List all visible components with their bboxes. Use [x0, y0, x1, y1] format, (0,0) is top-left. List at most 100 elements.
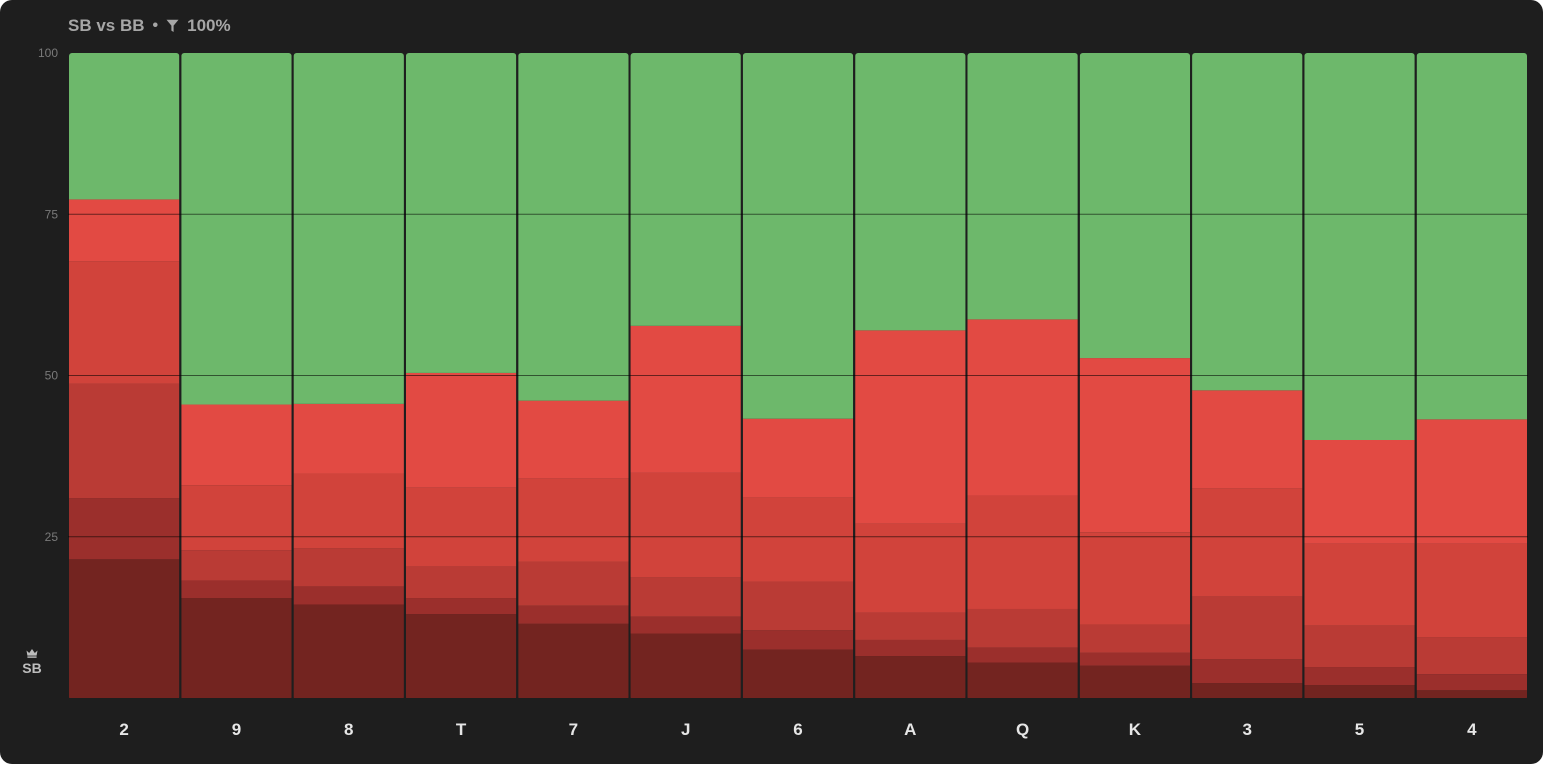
bar-segment-Q-1[interactable] [967, 647, 1078, 663]
bar-segment-3-0[interactable] [1192, 683, 1303, 698]
bar-segment-A-3[interactable] [855, 523, 966, 613]
bar-segment-A-4[interactable] [855, 330, 966, 524]
bar-segment-6-3[interactable] [742, 497, 854, 582]
bar-segment-T-5[interactable] [405, 53, 517, 373]
bar-segment-7-1[interactable] [518, 605, 629, 624]
x-tick-label-K: K [1129, 720, 1142, 739]
bar-column-3[interactable] [1192, 53, 1303, 698]
bar-segment-A-1[interactable] [855, 639, 966, 657]
bar-segment-7-5[interactable] [518, 53, 629, 401]
bar-segment-3-5[interactable] [1192, 53, 1303, 391]
bar-column-A[interactable] [855, 53, 966, 698]
bar-segment-7-4[interactable] [518, 400, 629, 479]
bar-segment-8-5[interactable] [293, 53, 404, 404]
bar-segment-7-2[interactable] [518, 561, 629, 606]
bar-segment-4-1[interactable] [1416, 674, 1527, 691]
bar-segment-8-2[interactable] [293, 548, 404, 587]
bar-segment-T-4[interactable] [405, 372, 517, 488]
bar-segment-8-4[interactable] [293, 403, 404, 474]
bar-segment-4-5[interactable] [1416, 53, 1527, 420]
bar-segment-K-4[interactable] [1079, 358, 1191, 533]
bar-segment-K-1[interactable] [1079, 652, 1191, 666]
bar-segment-9-0[interactable] [181, 598, 292, 698]
bar-segment-3-2[interactable] [1192, 596, 1303, 660]
filter-icon[interactable] [166, 19, 179, 33]
bar-column-7[interactable] [518, 53, 629, 698]
bar-segment-2-1[interactable] [69, 498, 180, 560]
bar-segment-6-1[interactable] [742, 630, 854, 650]
bar-segment-5-5[interactable] [1304, 53, 1415, 440]
bar-column-T[interactable] [405, 53, 517, 698]
bar-segment-8-0[interactable] [293, 604, 404, 698]
bar-segment-T-1[interactable] [405, 598, 517, 615]
bar-segment-8-1[interactable] [293, 586, 404, 605]
bar-segment-9-5[interactable] [181, 53, 292, 405]
x-tick-label-8: 8 [344, 720, 353, 739]
bar-segment-7-3[interactable] [518, 478, 629, 562]
bar-column-J[interactable] [630, 53, 741, 699]
bar-segment-2-5[interactable] [69, 53, 180, 200]
bar-segment-8-3[interactable] [293, 473, 404, 549]
bar-segment-4-4[interactable] [1416, 419, 1527, 544]
bar-segment-3-4[interactable] [1192, 390, 1303, 489]
bar-segment-6-0[interactable] [742, 649, 854, 698]
bar-segment-6-4[interactable] [742, 418, 854, 498]
bar-segment-Q-0[interactable] [967, 662, 1078, 698]
x-tick-label-7: 7 [569, 720, 578, 739]
bar-column-9[interactable] [181, 53, 292, 698]
bar-segment-T-2[interactable] [405, 566, 517, 599]
bar-segment-7-0[interactable] [518, 623, 629, 698]
bar-segment-A-2[interactable] [855, 612, 966, 640]
bar-segment-K-3[interactable] [1079, 532, 1191, 625]
bar-segment-2-4[interactable] [69, 199, 180, 262]
bar-column-2[interactable] [69, 53, 180, 698]
bar-segment-5-0[interactable] [1304, 685, 1415, 698]
bar-column-Q[interactable] [967, 53, 1078, 698]
bar-segment-K-2[interactable] [1079, 624, 1191, 653]
bar-segment-5-3[interactable] [1304, 543, 1415, 626]
bar-segment-5-2[interactable] [1304, 625, 1415, 668]
bar-column-4[interactable] [1416, 53, 1527, 698]
bar-segment-K-5[interactable] [1079, 53, 1191, 359]
bar-segment-K-0[interactable] [1079, 665, 1191, 698]
bar-segment-J-5[interactable] [630, 53, 741, 326]
bar-segment-J-1[interactable] [630, 616, 741, 634]
bar-segment-3-1[interactable] [1192, 659, 1303, 684]
bar-segment-3-3[interactable] [1192, 488, 1303, 597]
bar-segment-4-3[interactable] [1416, 543, 1527, 638]
bar-segment-A-0[interactable] [855, 656, 966, 698]
bar-segment-9-2[interactable] [181, 550, 292, 581]
bar-segment-2-3[interactable] [69, 261, 180, 384]
bar-segment-6-2[interactable] [742, 581, 854, 631]
bar-segment-J-4[interactable] [630, 325, 741, 473]
bar-segment-4-0[interactable] [1416, 690, 1527, 698]
bar-segment-A-5[interactable] [855, 53, 966, 331]
bar-segment-Q-5[interactable] [967, 53, 1078, 320]
bar-segment-J-0[interactable] [630, 633, 741, 699]
bar-column-8[interactable] [293, 53, 404, 698]
bar-segment-J-3[interactable] [630, 472, 741, 578]
y-tick-label-50: 50 [45, 369, 59, 383]
x-tick-label-2: 2 [119, 720, 128, 739]
bar-segment-Q-4[interactable] [967, 319, 1078, 496]
bar-segment-T-0[interactable] [405, 614, 517, 698]
bar-segment-Q-3[interactable] [967, 495, 1078, 609]
bars-group [69, 53, 1527, 698]
bar-segment-2-2[interactable] [69, 383, 180, 499]
bar-column-K[interactable] [1079, 53, 1191, 698]
bar-segment-5-1[interactable] [1304, 667, 1415, 686]
bar-segment-2-0[interactable] [69, 559, 180, 698]
y-tick-label-75: 75 [45, 207, 59, 221]
bar-segment-J-2[interactable] [630, 577, 741, 617]
bar-segment-4-2[interactable] [1416, 637, 1527, 675]
bar-segment-6-5[interactable] [742, 53, 854, 419]
bar-segment-Q-2[interactable] [967, 608, 1078, 648]
filter-value[interactable]: 100% [187, 16, 231, 35]
bar-segment-T-3[interactable] [405, 487, 517, 567]
bar-segment-9-4[interactable] [181, 404, 292, 486]
bar-segment-9-3[interactable] [181, 485, 292, 551]
bar-segment-9-1[interactable] [181, 580, 292, 599]
bar-segment-5-4[interactable] [1304, 440, 1415, 544]
bar-column-6[interactable] [742, 53, 854, 698]
y-tick-label-25: 25 [45, 530, 59, 544]
